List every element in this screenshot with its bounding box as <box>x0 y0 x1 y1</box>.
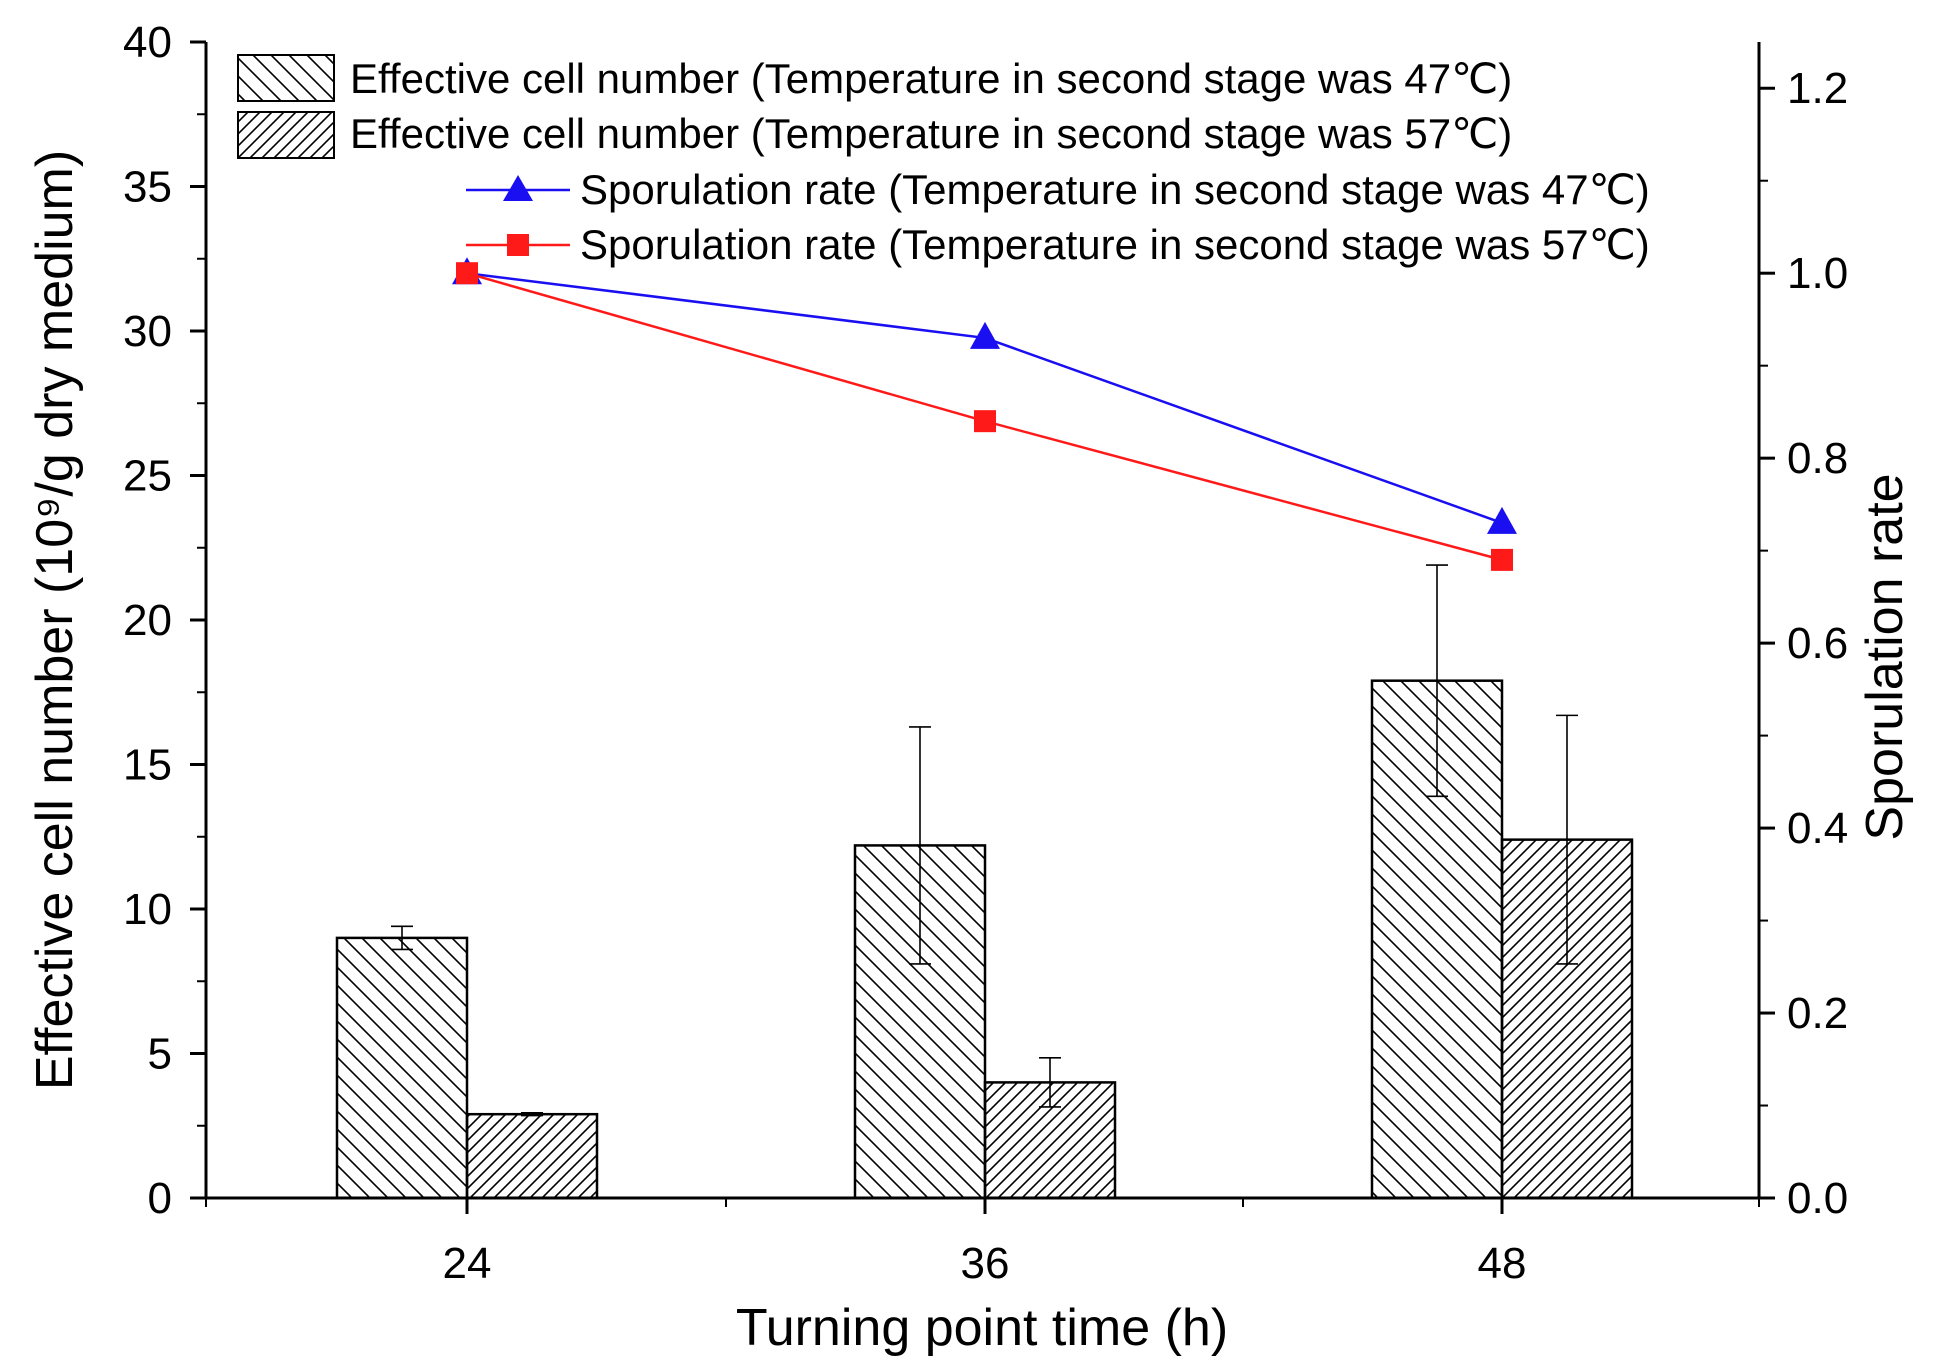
y2-tick-label-1.2: 1.2 <box>1787 64 1848 113</box>
legend-label-bar-57: Effective cell number (Temperature in se… <box>350 110 1512 157</box>
y-tick-label-0: 0 <box>148 1174 172 1223</box>
lines-layer <box>452 257 1517 571</box>
y-tick-label-10: 10 <box>123 885 172 934</box>
y-tick-label-40: 40 <box>123 18 172 67</box>
sporulation-point-57-36 <box>974 410 996 433</box>
legend-swatch-bar-57 <box>237 111 335 159</box>
sporulation-point-57-48 <box>1491 548 1513 571</box>
legend-swatch-bar-47 <box>237 54 335 102</box>
y2-tick-label-0.6: 0.6 <box>1787 619 1848 668</box>
legend: Effective cell number (Temperature in se… <box>237 54 1650 268</box>
legend-marker-triangle-icon <box>503 175 533 201</box>
legend-label-sporulation-57: Sporulation rate (Temperature in second … <box>580 221 1650 268</box>
sporulation-line-47 <box>466 271 1503 525</box>
y-tick-label-30: 30 <box>123 307 172 356</box>
bar-47-24 <box>335 936 469 1200</box>
legend-label-sporulation-47: Sporulation rate (Temperature in second … <box>580 166 1650 213</box>
y2-tick-label-0.0: 0.0 <box>1787 1174 1848 1223</box>
y2-tick-label-1.0: 1.0 <box>1787 249 1848 298</box>
y-tick-label-15: 15 <box>123 741 172 790</box>
error-bars-layer <box>391 564 1578 1117</box>
sporulation-point-47-48 <box>1487 506 1517 534</box>
legend-label-bar-47: Effective cell number (Temperature in se… <box>350 55 1512 102</box>
bar-57-24 <box>465 1112 599 1200</box>
y2-tick-label-0.4: 0.4 <box>1787 804 1848 853</box>
sporulation-point-57-24 <box>456 262 478 285</box>
x-tick-label-48: 48 <box>1478 1239 1527 1288</box>
y-tick-label-5: 5 <box>148 1030 172 1079</box>
y-axis-title: Effective cell number (10⁹/g dry medium) <box>26 150 84 1090</box>
y2-axis-title: Sporulation rate <box>1856 473 1914 840</box>
x-tick-label-24: 24 <box>443 1239 492 1288</box>
x-tick-label-36: 36 <box>961 1239 1010 1288</box>
sporulation-point-47-36 <box>970 321 1000 349</box>
y2-tick-label-0.2: 0.2 <box>1787 989 1848 1038</box>
y-tick-label-25: 25 <box>123 452 172 501</box>
y-tick-label-20: 20 <box>123 596 172 645</box>
y-tick-label-35: 35 <box>123 163 172 212</box>
legend-marker-square-icon <box>507 234 529 256</box>
ticks-layer: 0 5 10 15 20 25 30 35 40 0.0 0.2 0.4 0.6 0.8 1.0 1.2 24 3… <box>123 18 1848 1288</box>
y2-tick-label-0.8: 0.8 <box>1787 434 1848 483</box>
x-axis-title: Turning point time (h) <box>736 1299 1228 1357</box>
